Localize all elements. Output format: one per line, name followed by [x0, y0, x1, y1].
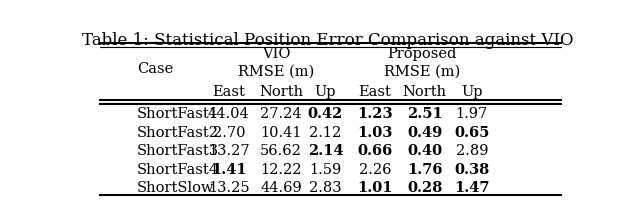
Text: 0.65: 0.65 [454, 126, 490, 140]
Text: 1.23: 1.23 [357, 108, 393, 121]
Text: 56.62: 56.62 [260, 144, 302, 158]
Text: 1.01: 1.01 [357, 181, 393, 195]
Text: Up: Up [461, 85, 483, 99]
Text: Proposed: Proposed [388, 46, 457, 61]
Text: 0.28: 0.28 [407, 181, 442, 195]
Text: 1.59: 1.59 [309, 163, 342, 176]
Text: North: North [403, 85, 447, 99]
Text: ShortSlow: ShortSlow [137, 181, 214, 195]
Text: 2.14: 2.14 [308, 144, 343, 158]
Text: ShortFast3: ShortFast3 [137, 144, 219, 158]
Text: 2.70: 2.70 [212, 126, 245, 140]
Text: 1.03: 1.03 [357, 126, 393, 140]
Text: RMSE (m): RMSE (m) [238, 64, 314, 78]
Text: 2.26: 2.26 [359, 163, 392, 176]
Text: VIO: VIO [262, 46, 290, 61]
Text: 44.69: 44.69 [260, 181, 301, 195]
Text: 27.24: 27.24 [260, 108, 301, 121]
Text: 1.76: 1.76 [407, 163, 442, 176]
Text: East: East [212, 85, 245, 99]
Text: North: North [259, 85, 303, 99]
Text: 44.04: 44.04 [208, 108, 250, 121]
Text: 0.66: 0.66 [358, 144, 393, 158]
Text: Table 1: Statistical Position Error Comparison against VIO: Table 1: Statistical Position Error Comp… [83, 32, 573, 49]
Text: 10.41: 10.41 [260, 126, 301, 140]
Text: 0.40: 0.40 [407, 144, 442, 158]
Text: 1.47: 1.47 [454, 181, 490, 195]
Text: 13.25: 13.25 [208, 181, 250, 195]
Text: 0.42: 0.42 [308, 108, 343, 121]
Text: 2.12: 2.12 [309, 126, 342, 140]
Text: 13.27: 13.27 [208, 144, 250, 158]
Text: RMSE (m): RMSE (m) [384, 64, 460, 78]
Text: 2.51: 2.51 [407, 108, 443, 121]
Text: East: East [358, 85, 392, 99]
Text: 0.49: 0.49 [407, 126, 442, 140]
Text: ShortFast4: ShortFast4 [137, 163, 219, 176]
Text: 2.83: 2.83 [309, 181, 342, 195]
Text: ShortFast2: ShortFast2 [137, 126, 219, 140]
Text: 0.38: 0.38 [454, 163, 490, 176]
Text: 12.22: 12.22 [260, 163, 301, 176]
Text: 1.41: 1.41 [211, 163, 246, 176]
Text: Up: Up [315, 85, 336, 99]
Text: Case: Case [137, 62, 173, 76]
Text: ShortFast1: ShortFast1 [137, 108, 219, 121]
Text: 2.89: 2.89 [456, 144, 488, 158]
Text: 1.97: 1.97 [456, 108, 488, 121]
